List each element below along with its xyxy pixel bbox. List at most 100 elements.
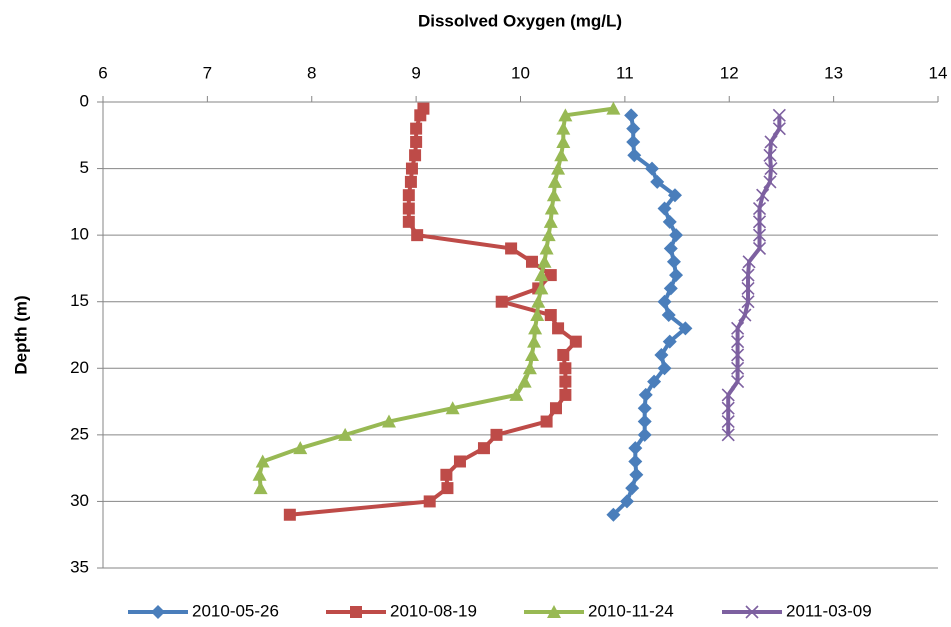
- marker: [381, 414, 396, 428]
- y-axis-title: Depth (m): [11, 295, 30, 374]
- marker: [731, 321, 745, 335]
- marker: [645, 161, 660, 176]
- marker: [405, 162, 418, 175]
- marker: [283, 508, 296, 521]
- x-tick-label: 6: [98, 63, 107, 82]
- marker: [569, 335, 582, 348]
- marker: [627, 148, 642, 163]
- marker: [414, 109, 427, 122]
- legend-marker: [151, 605, 165, 619]
- x-tick-label: 7: [203, 63, 212, 82]
- marker: [772, 122, 786, 136]
- marker: [517, 374, 532, 388]
- y-tick-label: 35: [70, 557, 89, 576]
- marker: [539, 241, 554, 255]
- marker: [505, 242, 518, 255]
- marker: [549, 402, 562, 415]
- series-line: [289, 107, 578, 517]
- marker: [402, 202, 415, 215]
- series-line: [726, 115, 782, 435]
- x-tick-label: 14: [929, 63, 948, 82]
- marker: [255, 454, 270, 468]
- marker: [628, 441, 643, 456]
- marker: [741, 268, 755, 282]
- marker: [525, 255, 538, 268]
- marker: [557, 348, 570, 361]
- legend-marker: [745, 605, 759, 619]
- marker: [741, 281, 755, 295]
- marker: [752, 215, 767, 229]
- marker: [756, 188, 770, 202]
- marker: [556, 121, 571, 135]
- marker: [606, 101, 621, 115]
- marker: [556, 134, 571, 148]
- marker: [558, 108, 573, 122]
- marker: [661, 308, 676, 323]
- marker: [541, 228, 556, 242]
- marker: [637, 401, 652, 416]
- marker: [721, 428, 735, 442]
- marker: [721, 414, 735, 429]
- marker: [440, 468, 453, 481]
- marker: [537, 254, 552, 268]
- marker: [669, 268, 684, 283]
- marker: [540, 415, 553, 428]
- marker: [559, 388, 572, 401]
- marker: [662, 214, 677, 229]
- marker: [490, 428, 503, 441]
- legend-item: 2011-03-09: [722, 601, 872, 620]
- marker: [741, 295, 755, 309]
- marker: [731, 348, 745, 362]
- legend-label: 2010-08-19: [390, 601, 477, 620]
- marker: [669, 228, 684, 243]
- marker: [731, 335, 745, 349]
- marker: [453, 455, 466, 468]
- legend-marker: [547, 605, 561, 618]
- legend-item: 2010-08-19: [326, 601, 477, 620]
- y-tick-label: 20: [70, 358, 89, 377]
- marker: [410, 135, 423, 148]
- marker: [445, 401, 460, 415]
- marker: [551, 161, 566, 175]
- legend-label: 2010-05-26: [192, 601, 279, 620]
- marker: [628, 454, 643, 469]
- marker: [638, 387, 653, 402]
- marker: [528, 321, 543, 335]
- marker: [657, 361, 672, 376]
- x-tick-label: 13: [824, 63, 843, 82]
- marker: [552, 322, 565, 335]
- marker: [554, 148, 569, 162]
- marker: [731, 361, 745, 375]
- marker: [678, 321, 693, 336]
- marker: [546, 188, 561, 202]
- marker: [752, 201, 767, 216]
- x-tick-label: 10: [511, 63, 530, 82]
- legend-item: 2010-05-26: [128, 601, 279, 620]
- marker: [657, 294, 672, 309]
- marker: [764, 135, 778, 149]
- marker: [544, 201, 559, 215]
- marker: [752, 228, 767, 242]
- marker: [657, 201, 672, 216]
- marker: [624, 108, 639, 123]
- marker: [663, 281, 678, 296]
- marker: [666, 254, 681, 269]
- marker: [477, 442, 490, 455]
- marker: [495, 295, 508, 308]
- series-line: [257, 106, 614, 489]
- y-tick-label: 15: [70, 291, 89, 310]
- marker: [763, 175, 777, 189]
- marker: [654, 347, 669, 362]
- marker: [637, 427, 652, 442]
- y-tick-label: 5: [80, 158, 89, 177]
- marker: [423, 495, 436, 508]
- y-tick-label: 30: [70, 491, 89, 510]
- marker: [404, 175, 417, 188]
- marker: [559, 375, 572, 388]
- marker: [647, 374, 662, 389]
- marker: [293, 441, 308, 455]
- marker: [544, 269, 557, 282]
- marker: [752, 241, 767, 256]
- marker: [764, 162, 778, 176]
- marker: [662, 334, 677, 349]
